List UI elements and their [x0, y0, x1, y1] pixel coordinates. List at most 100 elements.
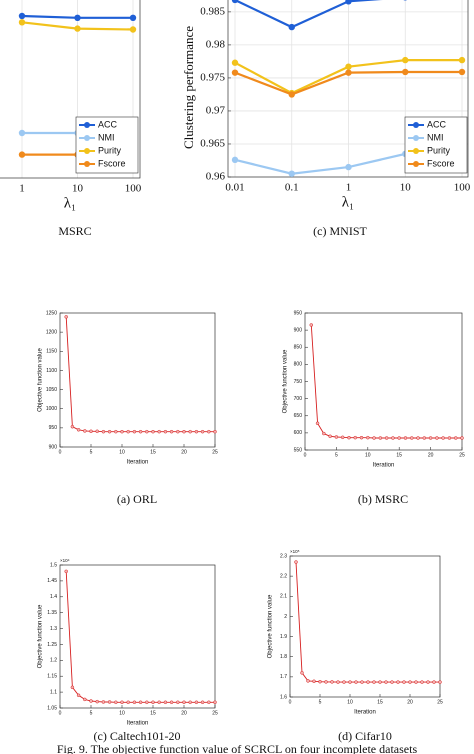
point — [213, 429, 217, 434]
y-tick-label: 1.7 — [280, 674, 287, 680]
x-tick-label: 5 — [335, 452, 338, 458]
point — [18, 151, 26, 158]
point — [95, 699, 99, 704]
point — [312, 679, 316, 684]
x-tick-label: 0 — [304, 452, 307, 458]
point — [288, 170, 295, 177]
point — [402, 680, 406, 684]
x-tick-label: 1 — [19, 183, 25, 195]
point — [359, 435, 364, 440]
plot-area — [60, 313, 215, 447]
y-tick-label: 1.4 — [50, 594, 57, 600]
y-tick-label: 2.1 — [280, 594, 287, 600]
point — [176, 429, 180, 434]
axes-frame — [59, 564, 216, 709]
y-tick-label: 0.97 — [206, 104, 226, 116]
point — [120, 700, 124, 705]
point — [163, 429, 168, 434]
point — [458, 68, 466, 76]
axes-frame — [227, 0, 469, 178]
y-tick-label: 1.25 — [47, 642, 57, 648]
legend-label: Purity — [98, 145, 122, 155]
point — [441, 436, 445, 440]
x-tick-label: 25 — [437, 699, 443, 705]
y-tick-label: 1.15 — [47, 674, 57, 680]
point — [169, 429, 174, 434]
point — [70, 685, 75, 690]
legend-marker — [84, 135, 90, 141]
y-tick-label: 600 — [294, 430, 303, 436]
plot-area — [60, 565, 215, 708]
legend-marker — [413, 122, 419, 128]
point — [132, 700, 137, 705]
y-tick-label: 650 — [294, 413, 303, 419]
x-tick-label: 0 — [289, 699, 292, 705]
point — [74, 25, 81, 32]
x-tick-label: 25 — [459, 452, 465, 458]
point — [397, 436, 401, 440]
point — [410, 436, 414, 440]
y-multiplier: ×10⁴ — [60, 558, 70, 563]
point — [101, 700, 106, 704]
point — [330, 680, 334, 684]
legend-label: Purity — [427, 145, 451, 155]
point — [408, 680, 412, 684]
axes-frame — [289, 555, 441, 698]
point — [129, 26, 137, 33]
point — [453, 436, 458, 440]
x-tick-label: 25 — [212, 710, 218, 716]
point — [426, 680, 430, 684]
x-tick-label: 10 — [400, 182, 412, 194]
point — [129, 14, 137, 21]
point — [207, 700, 211, 705]
chart: 1.6 1.7 1.8 1.9 2 2.1 2.2 2.3 0 5 10 15 20 25 Iteratio… — [268, 549, 443, 743]
y-tick-label: 550 — [294, 447, 303, 453]
x-tick-label: 100 — [454, 182, 471, 194]
point — [138, 700, 143, 705]
point — [336, 680, 340, 684]
plot — [309, 323, 464, 440]
x-tick-label: 1 — [346, 182, 352, 194]
point — [328, 434, 332, 439]
point — [163, 700, 168, 705]
y-tick-label: 1.8 — [280, 654, 287, 660]
point — [70, 424, 75, 429]
subfigure-caption: (a) ORL — [117, 492, 157, 506]
point — [169, 700, 174, 705]
point — [89, 699, 93, 703]
y-tick-label: 0.98 — [206, 38, 226, 50]
point — [188, 429, 192, 434]
point — [145, 429, 149, 434]
y-tick-label: 1.1 — [50, 689, 57, 695]
point — [231, 156, 239, 164]
point — [288, 23, 295, 31]
point — [384, 436, 389, 440]
subfigure-caption: (c) MNIST — [313, 224, 367, 238]
y-tick-label: 2.3 — [280, 553, 287, 559]
point — [76, 428, 81, 432]
point — [318, 679, 322, 684]
point — [334, 435, 339, 439]
legend-marker — [84, 161, 90, 167]
y-tick-label: 800 — [294, 362, 303, 368]
y-tick-label: 1.3 — [50, 626, 57, 632]
y-tick-label: 1.05 — [47, 705, 57, 711]
point — [435, 436, 439, 440]
point — [95, 429, 99, 434]
point — [18, 12, 26, 20]
point — [348, 680, 352, 684]
point — [64, 569, 68, 574]
point — [414, 680, 418, 684]
x-tick-label: 10 — [347, 699, 353, 705]
x-tick-label: 0 — [59, 449, 62, 455]
x-tick-label: 10 — [119, 710, 125, 716]
plot-area — [290, 556, 440, 697]
point — [366, 680, 370, 684]
point — [420, 680, 424, 684]
point — [309, 323, 314, 327]
legend-label: ACC — [98, 119, 118, 129]
x-axis-label: Iteration — [354, 710, 376, 716]
y-tick-label: 1250 — [46, 310, 57, 316]
axes-frame — [304, 312, 463, 451]
x-tick-label: 0.01 — [225, 182, 244, 194]
